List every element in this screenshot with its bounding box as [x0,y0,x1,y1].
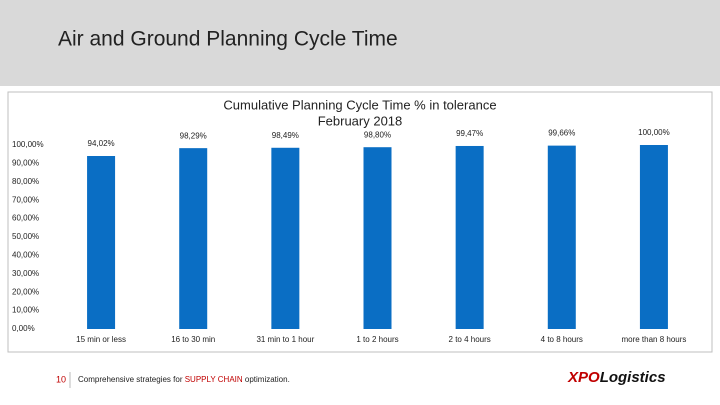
value-label: 98,80% [364,130,391,139]
value-label: 94,02% [88,139,115,148]
y-tick-label: 90,00% [12,159,39,168]
bar [179,148,208,329]
footer-text: Comprehensive strategies for SUPPLY CHAI… [78,375,290,384]
y-tick-label: 30,00% [12,269,39,278]
y-tick-label: 40,00% [12,251,39,260]
logo-logistics: Logistics [600,369,666,386]
chart-title: Cumulative Planning Cycle Time % in tole… [223,97,496,112]
bar [455,145,484,329]
chart-subtitle: February 2018 [318,113,403,128]
bar [639,145,668,329]
value-label: 98,49% [272,131,299,140]
y-tick-label: 20,00% [12,287,39,296]
x-tick-label: 15 min or less [76,335,126,344]
value-label: 100,00% [638,128,670,137]
logo: XPOLogistics [567,369,666,386]
bar [271,147,300,329]
x-tick-label: more than 8 hours [621,335,686,344]
footer-part: optimization. [243,375,290,384]
x-tick-label: 4 to 8 hours [541,335,583,344]
y-tick-label: 50,00% [12,232,39,241]
y-tick-label: 10,00% [12,306,39,315]
y-tick-label: 0,00% [12,324,35,333]
header-band [0,0,720,86]
value-label: 98,29% [180,131,207,140]
slide-title: Air and Ground Planning Cycle Time [58,28,398,51]
bar [87,156,116,329]
bar [363,147,392,329]
x-tick-label: 31 min to 1 hour [256,335,314,344]
y-tick-label: 80,00% [12,177,39,186]
footer-highlight: SUPPLY CHAIN [185,375,243,384]
bar [547,145,576,329]
value-label: 99,66% [548,129,575,138]
y-tick-label: 70,00% [12,195,39,204]
x-tick-label: 16 to 30 min [171,335,215,344]
logo-xpo: XPO [567,369,600,386]
chart-frame [7,91,713,353]
page-number: 10 [56,374,66,384]
footer-part: Comprehensive strategies for [78,375,185,384]
x-tick-label: 2 to 4 hours [449,335,491,344]
y-tick-label: 60,00% [12,214,39,223]
value-label: 99,47% [456,129,483,138]
x-tick-label: 1 to 2 hours [356,335,398,344]
y-tick-label: 100,00% [12,140,44,149]
